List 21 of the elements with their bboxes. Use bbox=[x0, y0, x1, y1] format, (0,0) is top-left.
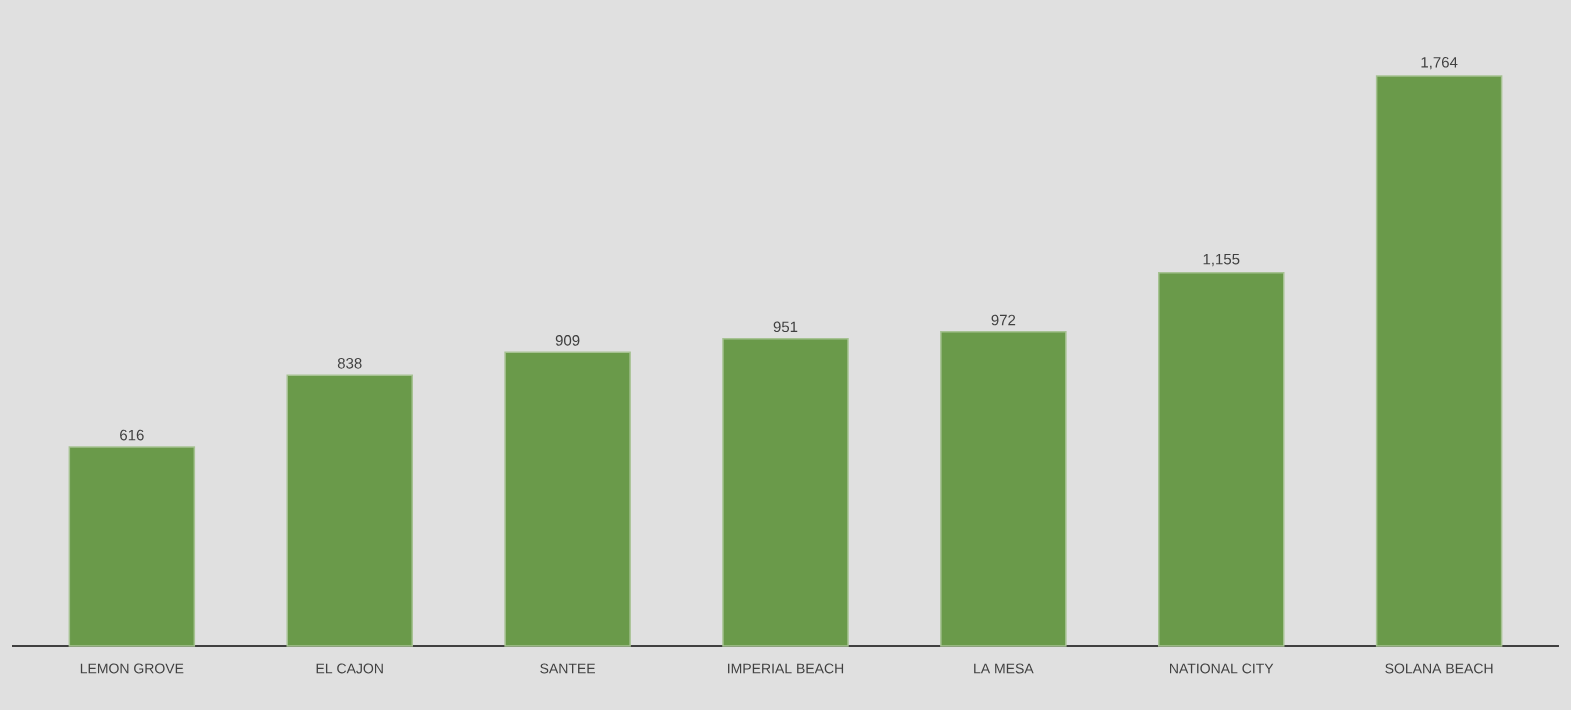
data-label: 909 bbox=[555, 335, 580, 346]
x-tick-label: IMPERIAL BEACH bbox=[728, 663, 844, 674]
data-label: 972 bbox=[991, 314, 1016, 326]
bar bbox=[286, 374, 413, 647]
data-label: 838 bbox=[337, 358, 362, 369]
x-tick-label: LEMON GROVE bbox=[80, 663, 184, 674]
data-label: 951 bbox=[773, 321, 798, 333]
bar bbox=[1375, 75, 1503, 647]
bar bbox=[940, 331, 1067, 647]
x-tick-label: EL CAJON bbox=[316, 663, 383, 674]
bar bbox=[504, 351, 631, 647]
x-tick-label: NATIONAL CITY bbox=[1170, 663, 1274, 674]
x-tick-label: SANTEE bbox=[540, 663, 596, 674]
x-tick-label: LA MESA bbox=[974, 663, 1034, 674]
bar bbox=[1158, 271, 1285, 647]
data-label: 1,764 bbox=[1421, 56, 1458, 70]
x-tick-label: SOLANA BEACH bbox=[1385, 663, 1493, 674]
data-label: 1,155 bbox=[1203, 253, 1240, 267]
data-label: 616 bbox=[120, 429, 144, 441]
bar bbox=[722, 337, 849, 647]
bar bbox=[68, 446, 196, 647]
